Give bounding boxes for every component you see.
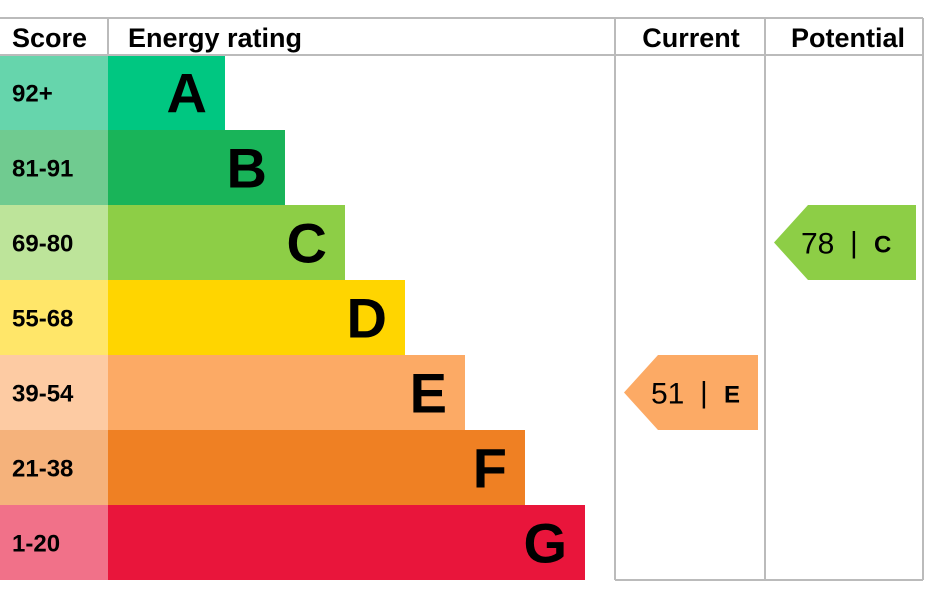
score-range-b: 81-91 (12, 156, 73, 183)
rating-letter-c: C (287, 212, 327, 275)
rating-bar-e (108, 355, 465, 430)
score-range-a: 92+ (12, 81, 53, 108)
potential-value: 78 (801, 228, 834, 261)
header-potential: Potential (791, 23, 905, 53)
potential-rating-indicator: 78 | C (774, 205, 916, 280)
score-cell-f (0, 430, 108, 505)
score-cell-b (0, 130, 108, 205)
rating-bar-c (108, 205, 345, 280)
score-range-e: 39-54 (12, 381, 74, 408)
score-cell-c (0, 205, 108, 280)
current-value: 51 (651, 378, 684, 411)
potential-letter: C (874, 232, 891, 259)
score-cell-d (0, 280, 108, 355)
header-current: Current (642, 23, 740, 53)
rating-letter-e: E (410, 362, 447, 425)
current-separator: | (700, 377, 708, 410)
potential-separator: | (850, 227, 858, 260)
header-score: Score (12, 23, 87, 53)
current-rating-indicator: 51 | E (624, 355, 758, 430)
score-range-g: 1-20 (12, 531, 60, 558)
score-cell-g (0, 505, 108, 580)
rating-bands: 92+ A 81-91 B 69-80 C 55-68 D 39-54 E 21-38 F 1-20 G (0, 55, 585, 580)
current-letter: E (724, 382, 740, 409)
rating-bar-d (108, 280, 405, 355)
score-cell-a (0, 55, 108, 130)
rating-letter-d: D (347, 287, 387, 350)
rating-letter-b: B (227, 137, 267, 200)
score-range-f: 21-38 (12, 456, 73, 483)
score-cell-e (0, 355, 108, 430)
rating-bar-b (108, 130, 285, 205)
potential-arrow (774, 205, 916, 280)
header-energy-rating: Energy rating (128, 23, 302, 53)
current-arrow (624, 355, 758, 430)
rating-letter-a: A (167, 62, 207, 125)
rating-letter-f: F (473, 437, 507, 500)
score-range-c: 69-80 (12, 231, 73, 258)
table-grid (0, 17, 924, 581)
rating-bar-g (108, 505, 585, 580)
score-range-d: 55-68 (12, 306, 73, 333)
rating-letter-g: G (523, 512, 567, 575)
rating-bar-f (108, 430, 525, 505)
rating-bar-a (108, 55, 225, 130)
